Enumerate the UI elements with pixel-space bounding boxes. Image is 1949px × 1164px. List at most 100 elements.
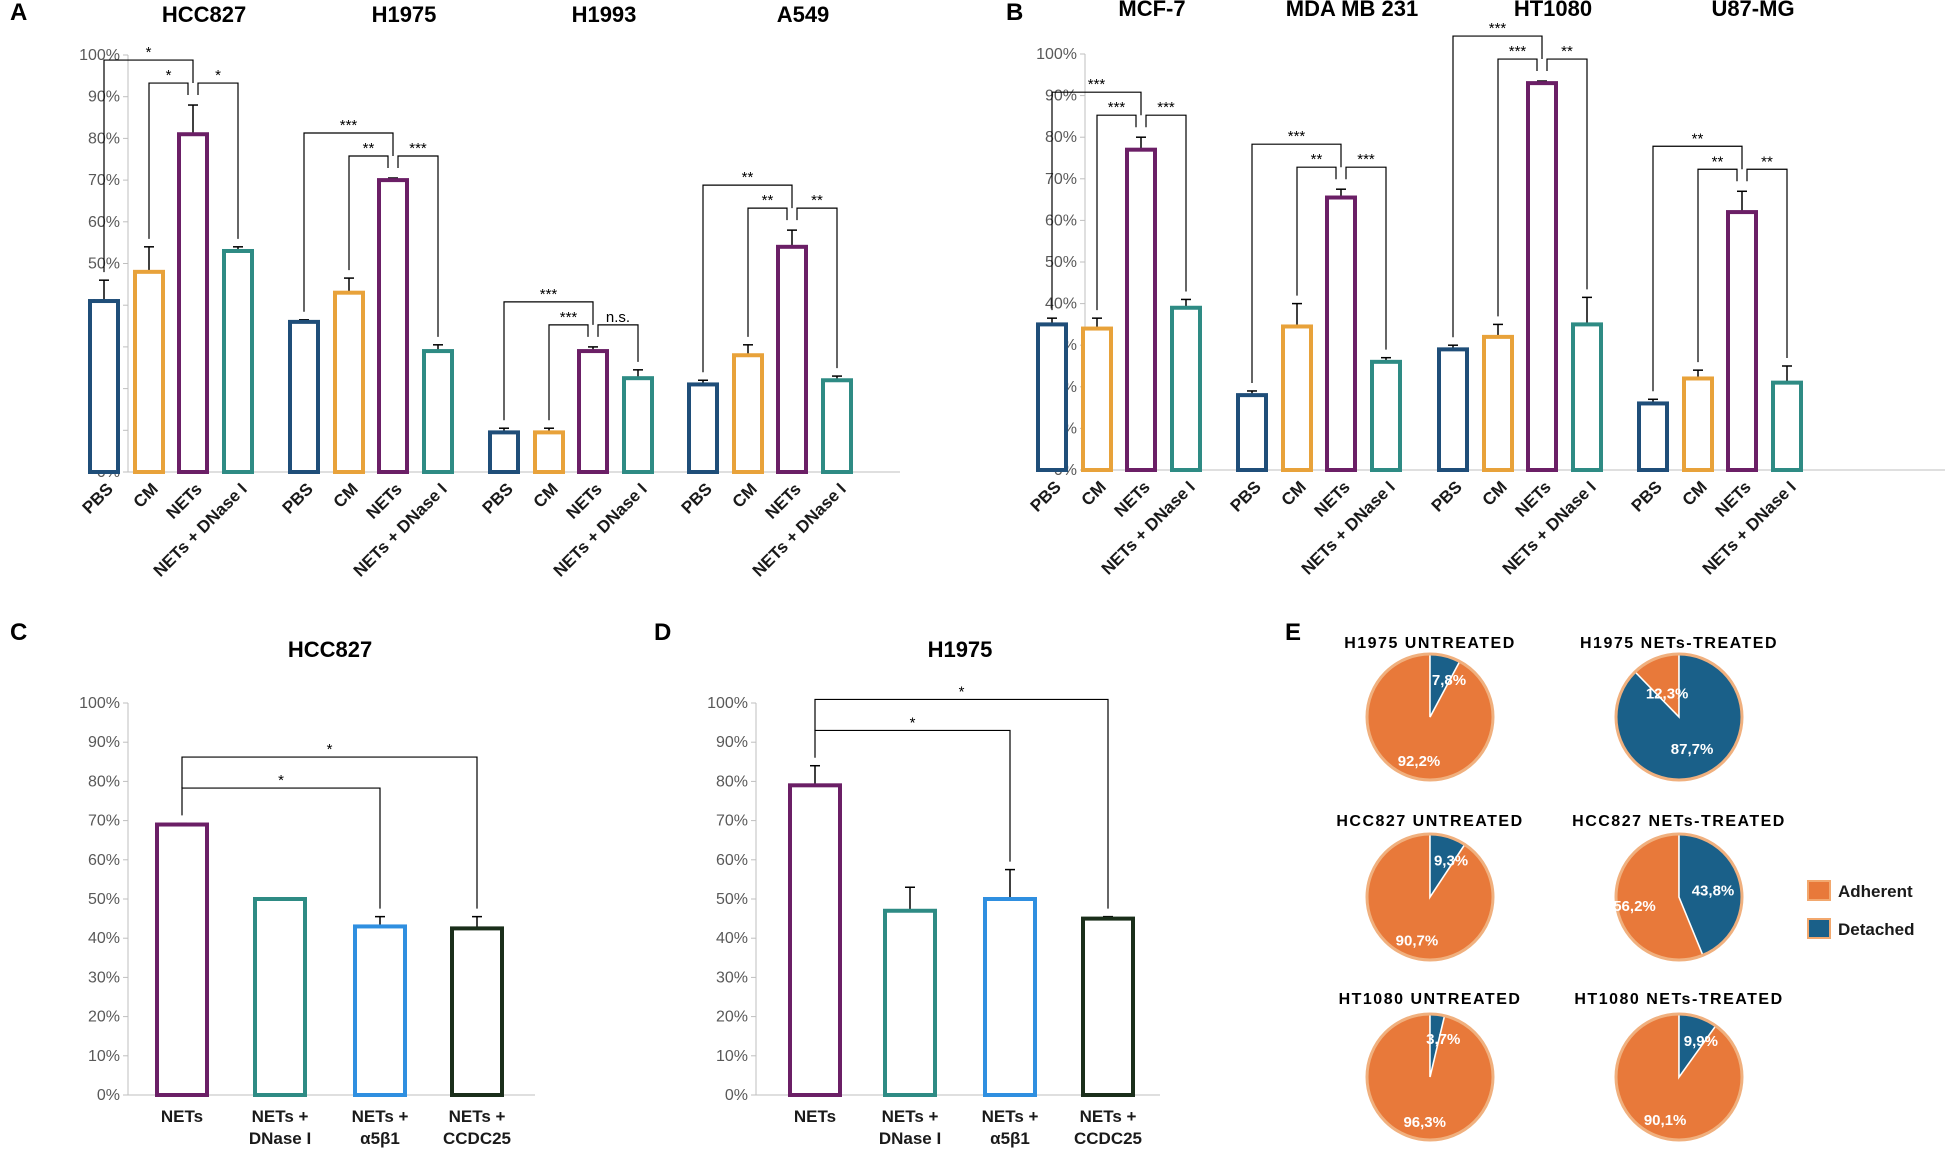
bar — [776, 244, 808, 474]
group-title: HT1080 — [1514, 0, 1592, 21]
category-label-line1: NETs — [794, 1107, 836, 1126]
y-tick-label: 70% — [716, 813, 748, 830]
bar — [1571, 322, 1603, 472]
significance-label: * — [278, 772, 284, 789]
y-tick-label: 60% — [716, 852, 748, 869]
legend-label-adherent: Adherent — [1838, 882, 1913, 901]
significance-label: *** — [1157, 99, 1175, 116]
y-tick-label: 0% — [97, 1087, 120, 1104]
significance-bracket — [348, 155, 389, 271]
category-label: PBS — [279, 479, 317, 517]
category-label-line2: α5β1 — [360, 1129, 400, 1148]
pie-outline — [1614, 832, 1744, 962]
category-label: PBS — [79, 479, 117, 517]
pie-title: H1975 NETs-TREATED — [1580, 635, 1778, 652]
significance-label: ** — [742, 169, 754, 186]
significance-bracket — [1452, 35, 1543, 338]
pie-outline — [1614, 1012, 1744, 1142]
y-tick-label: 90% — [716, 734, 748, 751]
bar — [1170, 305, 1202, 473]
y-tick-label: 80% — [88, 773, 120, 790]
category-label-line1: NETs + — [252, 1107, 309, 1126]
significance-label: ** — [1692, 130, 1704, 147]
y-tick-label: 50% — [716, 891, 748, 908]
significance-bracket — [181, 756, 478, 909]
significance-bracket — [303, 132, 394, 312]
pie-outline — [1365, 832, 1495, 962]
significance-bracket — [503, 301, 594, 421]
panel-d-chart: 0% 10% 20% 30% 40% 50% 60% 70% 80% 90% 100% H1975 NE… — [707, 637, 1160, 1148]
significance-label: ** — [762, 192, 774, 209]
legend-label-detached: Detached — [1838, 920, 1915, 939]
pie-label-adherent: 90,1% — [1644, 1112, 1687, 1129]
pie-label-detached: 87,7% — [1671, 741, 1714, 758]
bar — [155, 822, 209, 1098]
y-tick-label: 60% — [1045, 212, 1077, 229]
significance-bracket — [548, 324, 589, 421]
category-label-line2: CCDC25 — [1074, 1129, 1142, 1148]
pie-outline — [1365, 1012, 1495, 1142]
pie-label-adherent: 90,7% — [1396, 932, 1439, 949]
bar — [1081, 326, 1113, 472]
panel-label-e: E — [1285, 619, 1301, 646]
category-label-line1: NETs + — [449, 1107, 506, 1126]
group-title: HCC827 — [162, 2, 246, 27]
significance-bracket — [181, 787, 381, 909]
y-tick-label: 100% — [79, 47, 120, 64]
panel-b-chart: 0%10%20%30%40%50%60%70%80%90%100%MCF-7PB… — [1027, 0, 1945, 578]
significance-label: ** — [363, 140, 375, 157]
y-tick-label: 40% — [88, 930, 120, 947]
bar — [1637, 401, 1669, 472]
bar — [353, 924, 407, 1097]
y-tick-label: 30% — [88, 969, 120, 986]
significance-label: *** — [409, 140, 427, 157]
bar — [788, 783, 842, 1097]
bar — [1726, 210, 1758, 473]
significance-label: *** — [540, 286, 558, 303]
category-label: PBS — [1227, 477, 1265, 515]
bar — [1437, 347, 1469, 472]
pie-title: HCC827 UNTREATED — [1336, 813, 1523, 830]
category-label: PBS — [678, 479, 716, 517]
group-title: U87-MG — [1711, 0, 1794, 21]
y-tick-label: 30% — [716, 969, 748, 986]
panel-label-d: D — [654, 619, 671, 646]
category-label-line1: NETs — [161, 1107, 203, 1126]
category-label-line1: NETs + — [352, 1107, 409, 1126]
bar — [983, 897, 1037, 1097]
significance-label: * — [327, 741, 333, 758]
significance-bracket — [702, 184, 793, 373]
pie-label-detached: 9,9% — [1684, 1033, 1718, 1050]
significance-bracket — [1145, 114, 1187, 292]
category-label: CM — [729, 479, 761, 511]
y-tick-label: 70% — [1045, 171, 1077, 188]
bar — [422, 349, 454, 475]
category-label: PBS — [1628, 477, 1666, 515]
bar — [577, 349, 609, 475]
significance-bracket — [1652, 145, 1743, 392]
significance-bracket — [1096, 114, 1137, 311]
significance-label: *** — [340, 117, 358, 134]
panel-label-b: B — [1006, 0, 1023, 26]
legend-swatch-adherent — [1807, 880, 1831, 901]
panel-e-pies: H1975 UNTREATED 7,8% 92,2% H1975 NETs-TREAT… — [1336, 635, 1915, 1142]
significance-bracket — [1746, 168, 1788, 358]
pie-label-adherent: 12,3% — [1646, 686, 1689, 703]
bar — [1526, 81, 1558, 473]
category-label: PBS — [479, 479, 517, 517]
significance-bracket — [814, 698, 1109, 909]
significance-label: n.s. — [606, 309, 630, 326]
y-tick-label: 70% — [88, 813, 120, 830]
category-label-line2: DNase I — [249, 1129, 311, 1148]
pie-label-detached: 43,8% — [1692, 882, 1735, 899]
significance-label: * — [959, 683, 965, 700]
pie-title: HT1080 UNTREATED — [1339, 991, 1522, 1008]
bar — [133, 269, 165, 474]
y-tick-label: 0% — [725, 1087, 748, 1104]
significance-label: * — [166, 67, 172, 84]
significance-bracket — [1251, 143, 1342, 383]
category-label: CM — [330, 479, 362, 511]
pie-label-adherent: 96,3% — [1403, 1114, 1446, 1131]
bar — [222, 248, 254, 474]
y-tick-label: 90% — [88, 734, 120, 751]
